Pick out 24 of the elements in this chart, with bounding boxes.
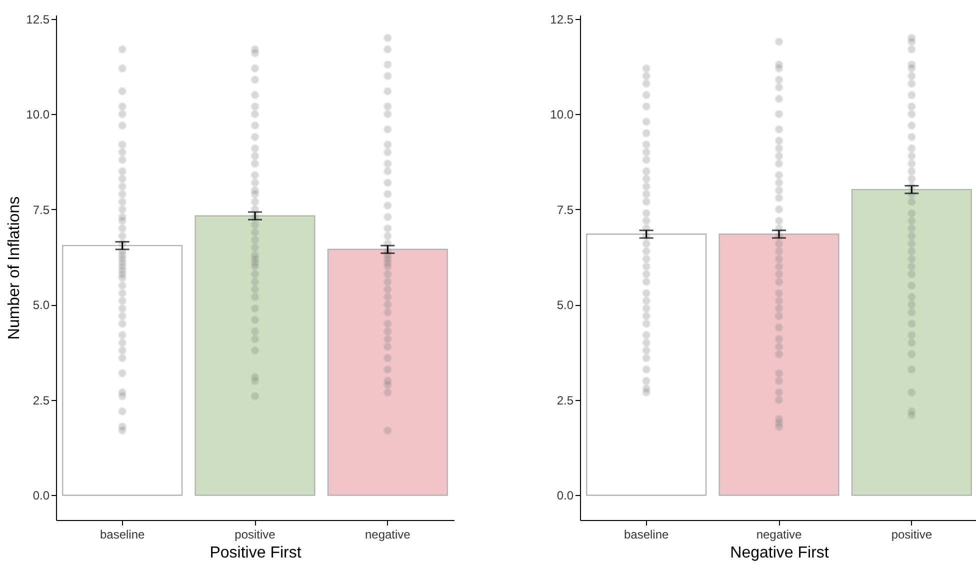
x-tick-label: negative [756, 528, 802, 542]
x-axis-title: Positive First [210, 544, 302, 562]
bar [327, 248, 448, 496]
y-tick-label: 12.5 [26, 12, 50, 26]
y-tick-label: 0.0 [556, 488, 574, 503]
y-tick-label: 7.5 [32, 202, 50, 217]
x-tick-label: negative [364, 528, 411, 542]
y-tick-label: 2.5 [556, 393, 574, 408]
x-tick-label: positive [234, 528, 276, 542]
x-tick-label: positive [891, 528, 932, 542]
bar [194, 215, 316, 496]
y-tick-label: 5.0 [32, 298, 50, 312]
y-tick-label: 10.0 [550, 108, 574, 122]
y-axis-title: Number of Inflations [6, 196, 24, 340]
y-tick-label: 0.0 [32, 488, 50, 503]
y-tick-label: 5.0 [556, 298, 574, 312]
x-tick-label: baseline [100, 528, 146, 542]
y-tick-label: 10.0 [26, 108, 50, 122]
y-tick-label: 12.5 [550, 12, 574, 26]
bar [62, 244, 183, 496]
x-tick-label: baseline [624, 528, 670, 542]
y-tick-label: 2.5 [32, 393, 50, 408]
x-axis-title: Negative First [730, 544, 830, 562]
y-tick-label: 7.5 [556, 202, 574, 217]
